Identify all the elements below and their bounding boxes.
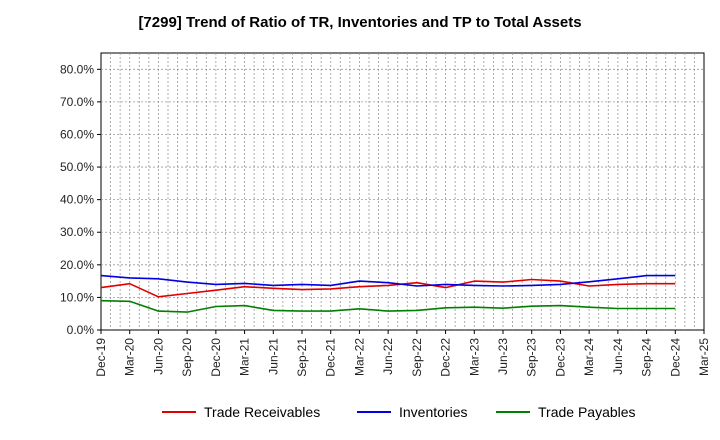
x-tick-label: Jun-22 xyxy=(381,338,395,375)
x-tick-label: Dec-21 xyxy=(324,338,338,377)
grid-lines xyxy=(101,53,704,330)
legend-label: Trade Payables xyxy=(538,404,636,420)
x-tick-label: Jun-24 xyxy=(611,338,625,375)
y-tick-label: 30.0% xyxy=(60,225,94,239)
legend-swatch xyxy=(357,411,391,413)
x-tick-label: Mar-20 xyxy=(123,338,137,376)
x-tick-label: Mar-21 xyxy=(238,338,252,376)
x-tick-label: Mar-23 xyxy=(467,338,481,376)
series-line-trade-payables xyxy=(100,299,676,313)
x-tick-label: Mar-22 xyxy=(352,338,366,376)
legend-item-inventories: Inventories xyxy=(357,404,467,420)
x-tick-label: Dec-23 xyxy=(553,338,567,377)
x-tick-label: Sep-21 xyxy=(295,338,309,377)
x-tick-label: Sep-23 xyxy=(525,338,539,377)
x-tick-label: Sep-24 xyxy=(640,338,654,377)
legend-item-trade-receivables: Trade Receivables xyxy=(162,404,320,420)
chart-title: [7299] Trend of Ratio of TR, Inventories… xyxy=(138,14,582,31)
y-tick-label: 10.0% xyxy=(60,290,94,304)
series-lines xyxy=(100,274,676,313)
x-tick-label: Mar-25 xyxy=(697,338,711,376)
x-tick-label: Dec-19 xyxy=(94,338,108,377)
x-tick-label: Dec-22 xyxy=(439,338,453,377)
plot-area xyxy=(100,52,705,331)
legend-item-trade-payables: Trade Payables xyxy=(496,404,636,420)
y-tick-label: 40.0% xyxy=(60,193,94,207)
legend-label: Inventories xyxy=(399,404,468,420)
series-line-inventories xyxy=(100,274,676,287)
x-tick-label: Jun-23 xyxy=(496,338,510,375)
x-tick-label: Sep-22 xyxy=(410,338,424,377)
y-tick-label: 20.0% xyxy=(60,258,94,272)
y-tick-label: 80.0% xyxy=(60,62,94,76)
legend-label: Trade Receivables xyxy=(204,404,321,420)
legend-swatch xyxy=(496,411,530,413)
x-tick-label: Sep-20 xyxy=(180,338,194,377)
y-tick-label: 60.0% xyxy=(60,127,94,141)
x-tick-label: Dec-20 xyxy=(209,338,223,377)
x-tick-label: Dec-24 xyxy=(668,338,682,377)
y-tick-label: 0.0% xyxy=(67,323,95,337)
x-tick-label: Jun-21 xyxy=(266,338,280,375)
y-axis: 0.0% 10.0% 20.0% 30.0% 40.0% 50.0% 60.0% 70.0% 8… xyxy=(60,62,101,337)
x-tick-label: Mar-24 xyxy=(582,338,596,376)
series-line-trade-receivables xyxy=(100,278,676,298)
x-axis: Dec-19 Mar-20 Jun-20 Sep-20 Dec-20 Mar-21 Jun-… xyxy=(94,330,711,377)
y-tick-label: 70.0% xyxy=(60,95,94,109)
y-tick-label: 50.0% xyxy=(60,160,94,174)
x-tick-label: Jun-20 xyxy=(151,338,165,375)
legend: Trade Receivables Inventories Trade Payabl… xyxy=(0,404,720,424)
legend-swatch xyxy=(162,411,196,413)
